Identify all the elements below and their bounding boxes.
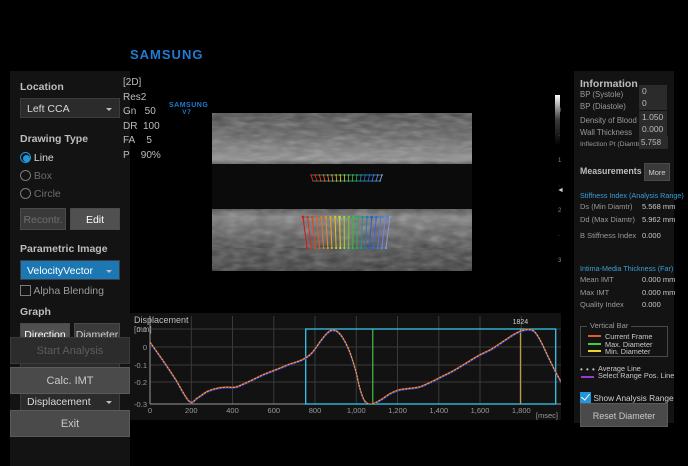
svg-text:400: 400 <box>226 406 239 415</box>
svg-text:1,600: 1,600 <box>471 406 490 415</box>
svg-text:1,000: 1,000 <box>347 406 366 415</box>
svg-text:200: 200 <box>185 406 198 415</box>
svg-text:1824: 1824 <box>513 319 529 326</box>
svg-text:0: 0 <box>143 343 147 352</box>
svg-text:-0.2: -0.2 <box>134 378 147 387</box>
svg-text:0: 0 <box>148 406 152 415</box>
svg-text:800: 800 <box>309 406 322 415</box>
svg-text:0.1: 0.1 <box>137 325 147 334</box>
svg-text:[msec]: [msec] <box>536 411 558 420</box>
svg-text:1,200: 1,200 <box>388 406 407 415</box>
svg-text:-0.1: -0.1 <box>134 361 147 370</box>
svg-text:600: 600 <box>268 406 281 415</box>
svg-text:1,400: 1,400 <box>429 406 448 415</box>
svg-text:-0.3: -0.3 <box>134 400 147 409</box>
svg-text:1,800: 1,800 <box>512 406 531 415</box>
